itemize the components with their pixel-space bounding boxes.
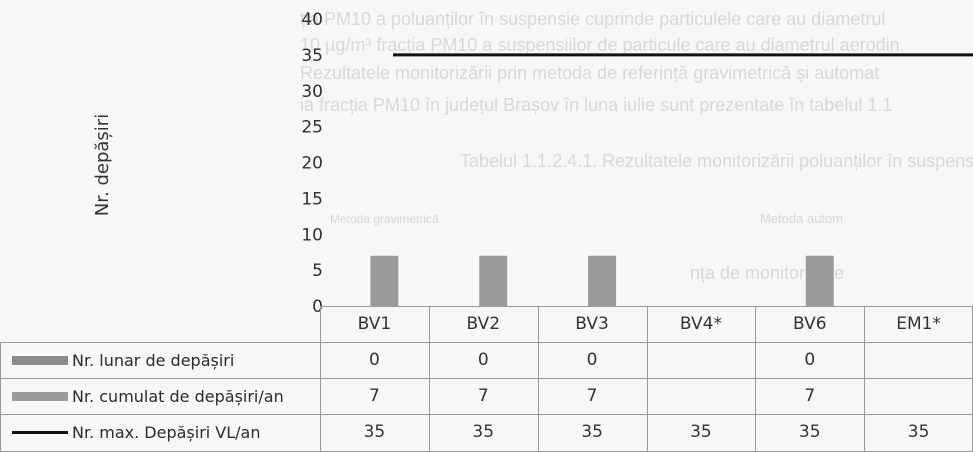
bar-cumulative-bv2 [479,255,508,306]
table-rule [0,414,973,415]
x-tick-label: BV3 [575,314,609,334]
legend-row: Nr. cumulat de depășiri/an [0,378,320,414]
bar-cumulative-bv3 [588,255,617,306]
table-cell: 35 [363,422,386,442]
y-tick-label: 0 [312,297,323,317]
table-cell [864,342,973,378]
bars [370,255,834,306]
data-table: BV1 BV2 BV3 BV4* BV6 EM1* Nr. lunar de depășir… [0,306,973,452]
y-tick-label: 35 [301,46,323,66]
legend-label: Nr. max. Depășiri VL/an [72,422,261,442]
table-cell [647,342,756,378]
legend-label: Nr. cumulat de depășiri/an [72,386,284,406]
table-cell: 7 [586,386,598,406]
bar-cumulative-bv6 [805,255,834,306]
table-divider [428,306,430,452]
y-tick-label: 5 [312,261,323,281]
y-tick-label: 20 [301,154,323,174]
x-tick-label: EM1* [896,314,941,334]
legend-label: Nr. lunar de depășiri [72,350,235,370]
table-rule [0,342,973,343]
x-tick-label: BV4* [679,314,722,334]
y-tick-label: 30 [301,82,323,102]
table-cell: 35 [798,422,821,442]
table-cell: 0 [369,350,380,370]
legend-row: Nr. max. Depășiri VL/an [0,414,320,450]
x-tick-label: BV2 [466,314,501,334]
legend-swatch [12,430,68,434]
y-tick-label: 25 [301,118,323,138]
table-cell: 7 [369,386,380,406]
table-rule [0,378,973,379]
table-cell: 7 [477,386,489,406]
y-axis-label: Nr. depășiri [92,114,113,216]
table-cell: 0 [586,350,598,370]
table-cell: 35 [907,422,930,442]
table-divider [0,342,1,452]
table-cell: 0 [804,350,816,370]
y-axis: 0 5 10 15 20 25 30 35 40 [301,10,323,317]
table-divider [320,306,321,452]
table-cell [864,378,973,414]
bar-cumulative-bv1 [370,255,399,306]
table-cell: 35 [690,422,712,442]
legend-swatch [12,391,68,401]
y-tick-label: 15 [301,189,323,209]
table-cell [647,378,756,414]
y-tick-label: 10 [301,225,323,245]
y-tick-label: 40 [301,10,323,30]
table-cell: 7 [804,386,816,406]
legend-swatch [12,355,68,365]
table-cell: 0 [477,350,489,370]
table-divider [646,306,648,452]
table-cell: 35 [581,422,603,442]
table-divider [864,306,866,452]
table-divider [537,306,539,452]
x-tick-label: BV6 [792,314,827,334]
table-cell: 35 [472,422,495,442]
x-tick-label: BV1 [357,314,392,334]
legend-row: Nr. lunar de depășiri [0,342,320,378]
table-divider [755,306,757,452]
